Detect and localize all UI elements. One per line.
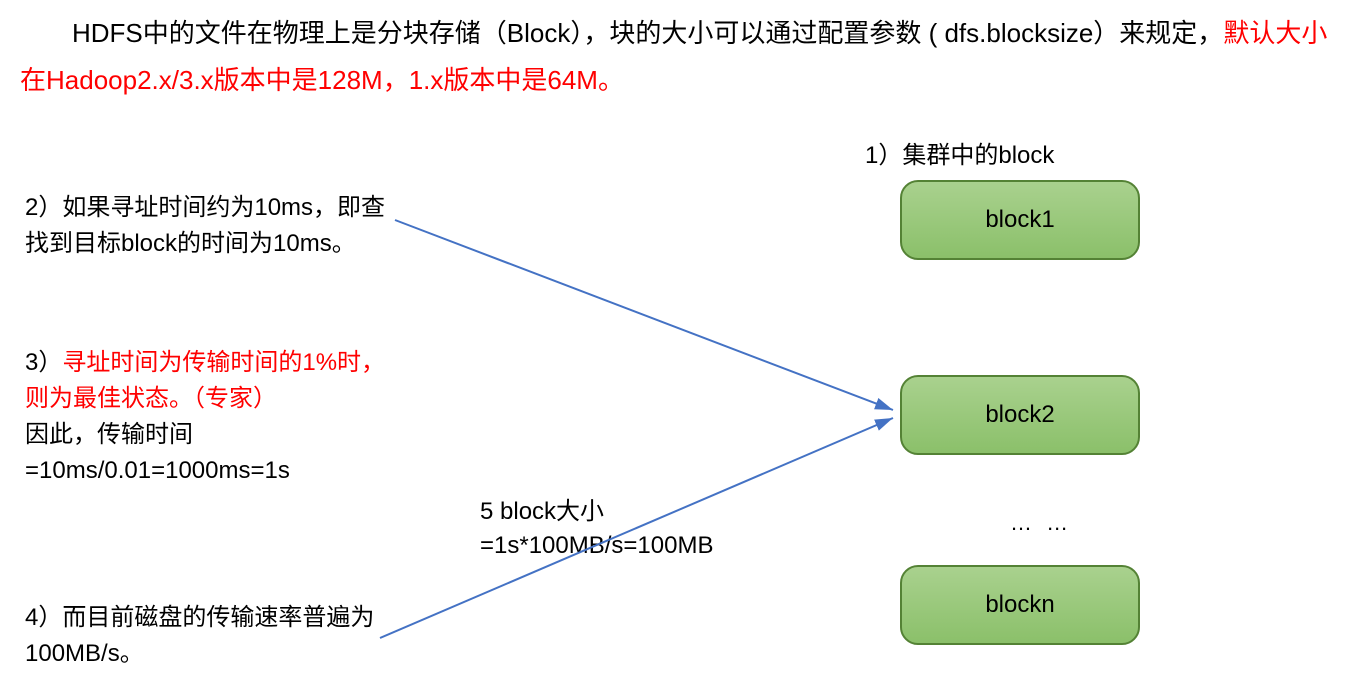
intro-paragraph: HDFS中的文件在物理上是分块存储（Block），块的大小可以通过配置参数 ( … bbox=[20, 10, 1331, 104]
cluster-title: 1）集群中的block bbox=[865, 135, 1054, 170]
note-3-prefix: 3） bbox=[25, 349, 62, 376]
ellipsis: … … bbox=[1010, 510, 1072, 536]
block-n: blockn bbox=[900, 565, 1140, 645]
note-2: 2）如果寻址时间约为10ms，即查找到目标block的时间为10ms。 bbox=[25, 190, 395, 262]
note-3: 3）寻址时间为传输时间的1%时，则为最佳状态。（专家） 因此，传输时间=10ms… bbox=[25, 345, 395, 489]
note-5-line2: =1s*100MB/s=100MB bbox=[480, 532, 713, 559]
note-5: 5 block大小 =1s*100MB/s=100MB bbox=[480, 495, 713, 562]
arrow-line-1 bbox=[395, 220, 893, 410]
note-5-line1: 5 block大小 bbox=[480, 498, 604, 525]
note-3-black: 因此，传输时间=10ms/0.01=1000ms=1s bbox=[25, 421, 290, 484]
note-4: 4）而目前磁盘的传输速率普遍为100MB/s。 bbox=[25, 600, 395, 672]
block-1: block1 bbox=[900, 180, 1140, 260]
block-2: block2 bbox=[900, 375, 1140, 455]
note-3-red: 寻址时间为传输时间的1%时，则为最佳状态。（专家） bbox=[25, 349, 385, 412]
intro-part1: HDFS中的文件在物理上是分块存储（Block），块的大小可以通过配置参数 ( … bbox=[72, 18, 1223, 48]
